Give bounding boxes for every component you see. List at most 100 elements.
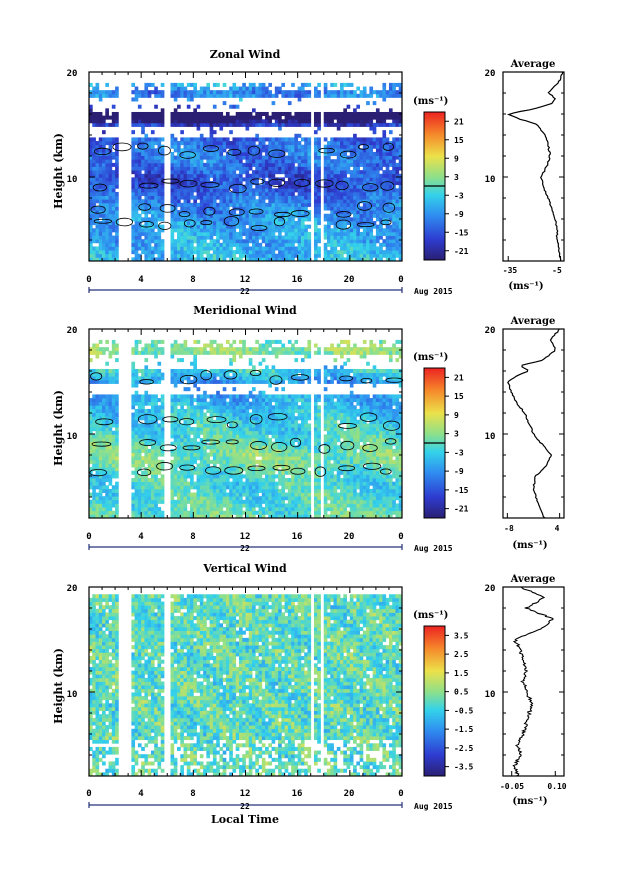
heatmap-cell <box>193 350 197 355</box>
heatmap-cell <box>160 423 165 428</box>
heatmap-cell <box>173 430 178 435</box>
heatmap-cell <box>183 224 188 229</box>
heatmap-cell <box>297 86 302 91</box>
heatmap-cell <box>255 166 259 171</box>
heatmap-cell <box>157 210 162 215</box>
heatmap-cell <box>183 195 188 200</box>
heatmap-cell <box>212 239 217 244</box>
heatmap-cell <box>203 481 207 486</box>
heatmap-cell <box>349 144 354 149</box>
heatmap-cell <box>141 155 145 160</box>
heatmap-cell <box>186 448 191 453</box>
heatmap-cell <box>173 239 178 244</box>
heatmap-cell <box>346 104 351 109</box>
heatmap-cell <box>108 184 113 189</box>
heatmap-cell <box>255 148 259 153</box>
heatmap-cell <box>160 191 165 196</box>
heatmap-cell <box>248 213 253 218</box>
heatmap-cell <box>95 423 100 428</box>
heatmap-cell <box>238 210 243 215</box>
heatmap-cell <box>177 93 181 98</box>
heatmap-cell <box>108 144 113 149</box>
heatmap-cell <box>180 423 184 428</box>
heatmap-cell <box>144 358 149 363</box>
heatmap-cell <box>258 184 263 189</box>
heatmap-cell <box>398 144 403 149</box>
heatmap-cell <box>209 228 214 233</box>
heatmap-cell <box>144 250 149 255</box>
heatmap-cell <box>313 184 318 189</box>
heatmap-cell <box>206 151 211 156</box>
heatmap-cell <box>157 144 162 149</box>
heatmap-cell <box>265 181 269 186</box>
heatmap-cell <box>248 93 253 98</box>
heatmap-cell <box>206 93 211 98</box>
heatmap-cell <box>346 93 351 98</box>
heatmap-cell <box>108 235 113 240</box>
heatmap-cell <box>395 166 400 171</box>
heatmap-cell <box>362 137 367 142</box>
heatmap-cell <box>245 115 250 120</box>
heatmap-cell <box>105 405 109 410</box>
heatmap-cell <box>261 231 266 236</box>
heatmap-cell <box>235 195 240 200</box>
heatmap-cell <box>388 228 393 233</box>
heatmap-cell <box>98 191 103 196</box>
heatmap-cell <box>216 235 220 240</box>
heatmap-cell <box>144 144 149 149</box>
heatmap-cell <box>157 507 162 512</box>
heatmap-cell <box>196 170 201 175</box>
heatmap-cell <box>392 239 396 244</box>
heatmap-cell <box>291 191 295 196</box>
heatmap-cell <box>108 376 113 381</box>
heatmap-cell <box>186 177 191 182</box>
heatmap-cell <box>157 499 162 504</box>
heatmap-cell <box>141 115 145 120</box>
heatmap-cell <box>190 257 194 262</box>
heatmap-cell <box>219 221 224 226</box>
heatmap-cell <box>199 448 204 453</box>
heatmap-cell <box>349 206 354 211</box>
heatmap-cell <box>398 257 403 262</box>
heatmap-cell <box>284 199 289 204</box>
heatmap-cell <box>203 478 207 483</box>
heatmap-cell <box>180 478 184 483</box>
heatmap-cell <box>111 90 116 95</box>
heatmap-cell <box>327 170 331 175</box>
heatmap-cell <box>183 387 188 392</box>
heatmap-cell <box>248 250 253 255</box>
heatmap-cell <box>196 235 201 240</box>
heatmap-cell <box>245 242 250 247</box>
heatmap-cell <box>356 213 361 218</box>
heatmap-cell <box>327 239 331 244</box>
heatmap-cell <box>388 144 393 149</box>
heatmap-cell <box>291 188 295 193</box>
heatmap-cell <box>147 507 152 512</box>
heatmap-cell <box>265 253 269 258</box>
heatmap-cell <box>382 115 387 120</box>
heatmap-cell <box>353 173 357 178</box>
heatmap-cell <box>362 202 367 207</box>
heatmap-cell <box>170 122 175 127</box>
heatmap-cell <box>255 181 259 186</box>
heatmap-cell <box>212 111 217 117</box>
heatmap-cell <box>255 206 259 211</box>
heatmap-cell <box>398 162 403 167</box>
heatmap-cell <box>193 111 197 117</box>
heatmap-cell <box>193 166 197 171</box>
heatmap-cell <box>353 210 357 215</box>
heatmap-cell <box>203 162 207 167</box>
heatmap-cell <box>398 188 403 193</box>
heatmap-cell <box>265 228 269 233</box>
heatmap-cell <box>346 90 351 95</box>
heatmap-cell <box>398 253 403 258</box>
heatmap-cell <box>111 119 116 124</box>
heatmap-cell <box>157 405 162 410</box>
heatmap-cell <box>160 148 165 153</box>
heatmap-cell <box>209 467 214 472</box>
heatmap-cell <box>98 408 103 413</box>
heatmap-cell <box>108 231 113 236</box>
heatmap-cell <box>102 235 106 240</box>
heatmap-cell <box>157 213 162 218</box>
heatmap-cell <box>134 188 139 193</box>
